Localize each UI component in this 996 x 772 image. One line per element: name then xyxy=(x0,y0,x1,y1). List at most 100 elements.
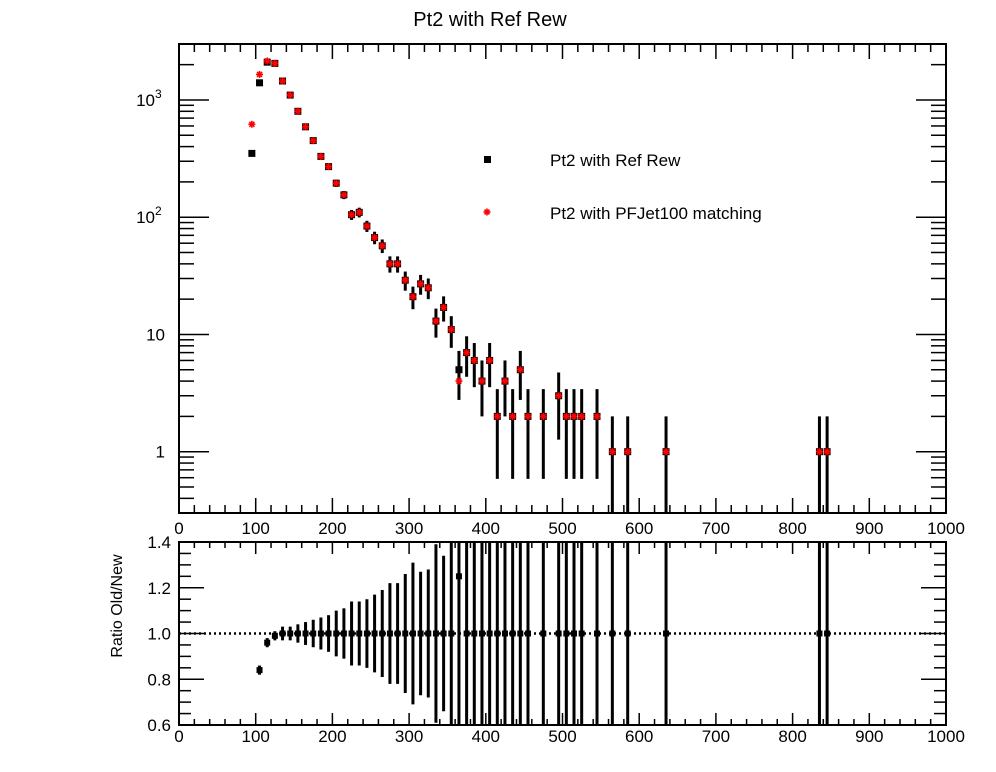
ratio-point xyxy=(294,630,301,637)
ratio-point xyxy=(264,639,271,646)
main-point-pfjet100 xyxy=(662,448,670,456)
main-point-pfjet100 xyxy=(340,191,348,199)
main-point-pfjet100 xyxy=(394,260,402,268)
ratio-point xyxy=(455,573,462,580)
main-point-pfjet100 xyxy=(401,276,409,284)
ratio-point xyxy=(425,630,432,637)
ratio-point xyxy=(271,632,278,639)
main-x-tick-label: 400 xyxy=(472,519,500,538)
ratio-x-tick-label: 100 xyxy=(242,727,270,746)
legend-label-pfjet100: Pt2 with PFJet100 matching xyxy=(550,204,762,223)
ratio-point xyxy=(256,667,263,674)
ratio-point xyxy=(348,630,355,637)
main-x-tick-label: 200 xyxy=(318,519,346,538)
main-point-pfjet100 xyxy=(509,412,517,420)
ratio-point xyxy=(302,630,309,637)
main-point-pfjet100 xyxy=(271,59,279,67)
main-y-tick-exponent: 2 xyxy=(155,204,162,218)
main-point-pfjet100 xyxy=(256,70,264,78)
ratio-point xyxy=(317,630,324,637)
ratio-point xyxy=(555,630,562,637)
legend: Pt2 with Ref Rew Pt2 with PFJet100 match… xyxy=(483,151,762,223)
ratio-point xyxy=(379,630,386,637)
main-point-pfjet100 xyxy=(332,179,340,187)
ratio-point xyxy=(509,630,516,637)
ratio-point xyxy=(494,630,501,637)
main-point-pfjet100 xyxy=(562,412,570,420)
main-point-pfjet100 xyxy=(815,448,823,456)
legend-marker-ref-rew xyxy=(484,156,491,163)
ratio-x-tick-label: 600 xyxy=(625,727,653,746)
main-x-tick-label: 300 xyxy=(395,519,423,538)
ratio-point xyxy=(394,630,401,637)
main-x-tick-label: 900 xyxy=(855,519,883,538)
legend-star-mark xyxy=(483,208,491,216)
main-x-tick-label: 1000 xyxy=(927,519,965,538)
main-x-tick-label: 500 xyxy=(548,519,576,538)
ratio-point xyxy=(624,630,631,637)
main-point-ref-rew xyxy=(455,366,463,374)
ratio-x-tick-labels: 0 100 200 300 400 500 600 700 800 900 1000 xyxy=(174,727,965,746)
ratio-y-tick-label: 1.2 xyxy=(147,579,171,598)
ratio-point xyxy=(578,630,585,637)
ratio-x-tick-label: 800 xyxy=(778,727,806,746)
main-point-pfjet100 xyxy=(539,412,547,420)
ratio-axis-ticks xyxy=(178,541,947,726)
ratio-point xyxy=(501,630,508,637)
main-x-tick-label: 800 xyxy=(778,519,806,538)
legend-marker-pfjet100 xyxy=(483,208,491,216)
ratio-point xyxy=(663,630,670,637)
ratio-point xyxy=(463,630,470,637)
ratio-point xyxy=(540,630,547,637)
ratio-point xyxy=(356,630,363,637)
main-point-pfjet100 xyxy=(524,412,532,420)
main-y-tick-label: 1 xyxy=(156,443,165,462)
main-point-pfjet100 xyxy=(325,163,333,171)
ratio-x-tick-label: 500 xyxy=(548,727,576,746)
main-y-tick-label: 10 xyxy=(136,91,155,110)
main-point-pfjet100 xyxy=(317,152,325,160)
main-point-pfjet100 xyxy=(478,377,486,385)
ratio-point xyxy=(363,630,370,637)
main-point-pfjet100 xyxy=(348,211,356,219)
ratio-point xyxy=(386,630,393,637)
main-x-tick-label: 600 xyxy=(625,519,653,538)
ratio-x-tick-label: 0 xyxy=(174,727,183,746)
main-point-pfjet100 xyxy=(608,448,616,456)
main-point-pfjet100 xyxy=(570,412,578,420)
main-x-tick-label: 0 xyxy=(174,519,183,538)
main-point-pfjet100 xyxy=(286,91,294,99)
main-point-pfjet100 xyxy=(455,377,463,385)
ratio-point xyxy=(563,630,570,637)
main-point-pfjet100 xyxy=(493,412,501,420)
main-point-pfjet100 xyxy=(363,222,371,230)
ratio-y-tick-labels: 0.6 0.8 1.0 1.2 1.4 xyxy=(147,533,171,735)
ratio-y-tick-label: 1.4 xyxy=(147,533,171,552)
ratio-point xyxy=(325,630,332,637)
ratio-point xyxy=(524,630,531,637)
main-x-tick-label: 100 xyxy=(242,519,270,538)
main-point-ref-rew xyxy=(256,79,264,87)
main-point-pfjet100 xyxy=(378,242,386,250)
ratio-y-tick-label: 1.0 xyxy=(147,625,171,644)
ratio-point xyxy=(571,630,578,637)
ratio-y-axis-title: Ratio Old/New xyxy=(109,554,126,658)
main-point-pfjet100 xyxy=(371,234,379,242)
main-y-tick-exponent: 3 xyxy=(155,87,162,101)
main-y-tick-label: 10 xyxy=(136,208,155,227)
ratio-point xyxy=(333,630,340,637)
ratio-point xyxy=(432,630,439,637)
ratio-point xyxy=(310,630,317,637)
ratio-point xyxy=(471,630,478,637)
ratio-x-tick-label: 200 xyxy=(318,727,346,746)
main-point-pfjet100 xyxy=(555,392,563,400)
main-series-marks xyxy=(248,57,831,513)
ratio-y-tick-label: 0.8 xyxy=(147,670,171,689)
ratio-point xyxy=(279,630,286,637)
ratio-series-marks xyxy=(256,542,831,725)
main-x-tick-labels: 0 100 200 300 400 500 600 700 800 900 1000 xyxy=(174,519,965,538)
main-point-pfjet100 xyxy=(294,107,302,115)
